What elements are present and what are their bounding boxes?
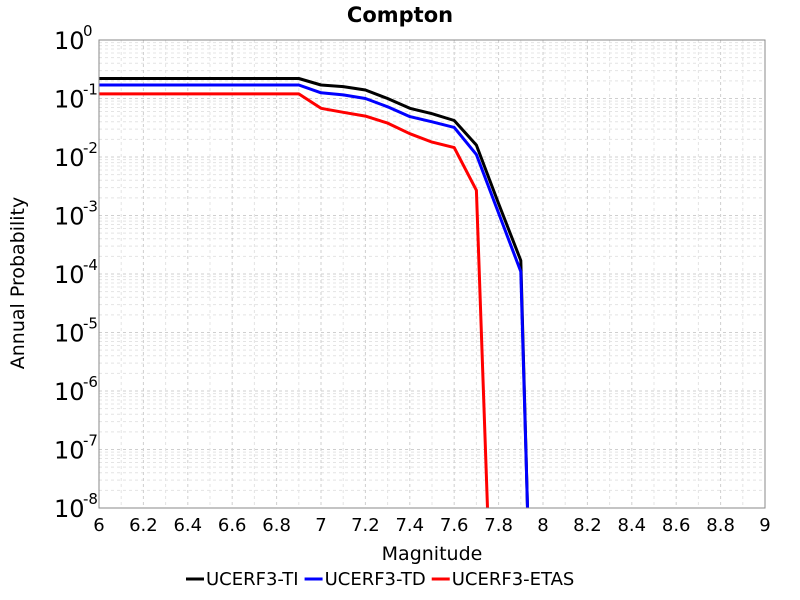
series-line-ucerf3-td bbox=[99, 83, 529, 509]
y-axis-label: Annual Probability bbox=[7, 197, 29, 370]
legend: UCERF3-TI UCERF3-TD UCERF3-ETAS bbox=[186, 569, 574, 590]
y-tick-base: 10 bbox=[54, 378, 85, 406]
y-tick-base: 10 bbox=[54, 320, 85, 348]
x-tick-labels: 6 6.2 6.4 6.6 6.8 7 7.2 7.4 7.6 7.8 8 8.2 8.4 8.6 8.8 9 bbox=[93, 515, 770, 536]
y-tick-label: 10-3 bbox=[54, 198, 98, 231]
y-tick-label: 10-6 bbox=[54, 373, 98, 406]
x-axis-label: Magnitude bbox=[382, 543, 483, 565]
legend-item: UCERF3-ETAS bbox=[431, 569, 575, 590]
x-tick-label: 7.4 bbox=[395, 515, 424, 536]
x-tick-label: 8.8 bbox=[706, 515, 735, 536]
x-tick-label: 7 bbox=[315, 515, 326, 536]
grid bbox=[98, 40, 766, 509]
y-tick-base: 10 bbox=[54, 144, 85, 172]
x-tick-label: 8.4 bbox=[617, 515, 646, 536]
chart-title: Compton bbox=[347, 3, 453, 27]
y-tick-exponent: -2 bbox=[83, 139, 98, 157]
x-tick-label: 6 bbox=[93, 515, 104, 536]
x-tick-label: 6.8 bbox=[262, 515, 291, 536]
y-tick-base: 10 bbox=[54, 27, 85, 55]
y-tick-label: 10-5 bbox=[54, 315, 98, 348]
x-tick-label: 8 bbox=[537, 515, 548, 536]
y-tick-base: 10 bbox=[54, 86, 85, 114]
x-tick-label: 6.2 bbox=[129, 515, 158, 536]
y-tick-exponent: 0 bbox=[83, 22, 93, 40]
y-tick-exponent: -8 bbox=[83, 490, 98, 508]
y-tick-exponent: -7 bbox=[83, 432, 98, 450]
x-tick-label: 7.2 bbox=[351, 515, 380, 536]
legend-label: UCERF3-TD bbox=[325, 569, 426, 590]
x-tick-label: 6.4 bbox=[173, 515, 202, 536]
x-tick-label: 7.6 bbox=[440, 515, 469, 536]
x-tick-label: 6.6 bbox=[218, 515, 247, 536]
y-tick-label: 10-2 bbox=[54, 139, 98, 172]
x-tick-label: 7.8 bbox=[484, 515, 513, 536]
legend-label: UCERF3-ETAS bbox=[452, 569, 575, 590]
y-tick-exponent: -6 bbox=[83, 373, 98, 391]
y-tick-label: 10-4 bbox=[54, 256, 98, 289]
y-tick-base: 10 bbox=[54, 437, 85, 465]
series-lines bbox=[99, 77, 529, 509]
legend-item: UCERF3-TI bbox=[186, 569, 299, 590]
series-line-ucerf3-ti bbox=[99, 77, 529, 509]
legend-item: UCERF3-TD bbox=[304, 569, 426, 590]
series-line-ucerf3-etas bbox=[99, 92, 489, 509]
y-tick-base: 10 bbox=[54, 495, 85, 523]
x-tick-label: 8.2 bbox=[573, 515, 602, 536]
y-tick-exponent: -1 bbox=[83, 81, 98, 99]
y-tick-exponent: -3 bbox=[83, 198, 98, 216]
y-tick-base: 10 bbox=[54, 261, 85, 289]
y-tick-exponent: -4 bbox=[83, 256, 98, 274]
y-tick-label: 10-7 bbox=[54, 432, 98, 465]
y-tick-label: 100 bbox=[54, 22, 93, 55]
plot-frame bbox=[98, 39, 766, 509]
y-tick-exponent: -5 bbox=[83, 315, 98, 333]
x-tick-label: 9 bbox=[759, 515, 770, 536]
y-tick-base: 10 bbox=[54, 203, 85, 231]
x-tick-label: 8.6 bbox=[662, 515, 691, 536]
y-tick-label: 10-8 bbox=[54, 490, 98, 523]
y-tick-label: 10-1 bbox=[54, 81, 98, 114]
legend-label: UCERF3-TI bbox=[206, 569, 299, 590]
